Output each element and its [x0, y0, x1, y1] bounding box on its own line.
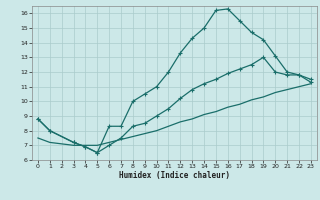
X-axis label: Humidex (Indice chaleur): Humidex (Indice chaleur): [119, 171, 230, 180]
